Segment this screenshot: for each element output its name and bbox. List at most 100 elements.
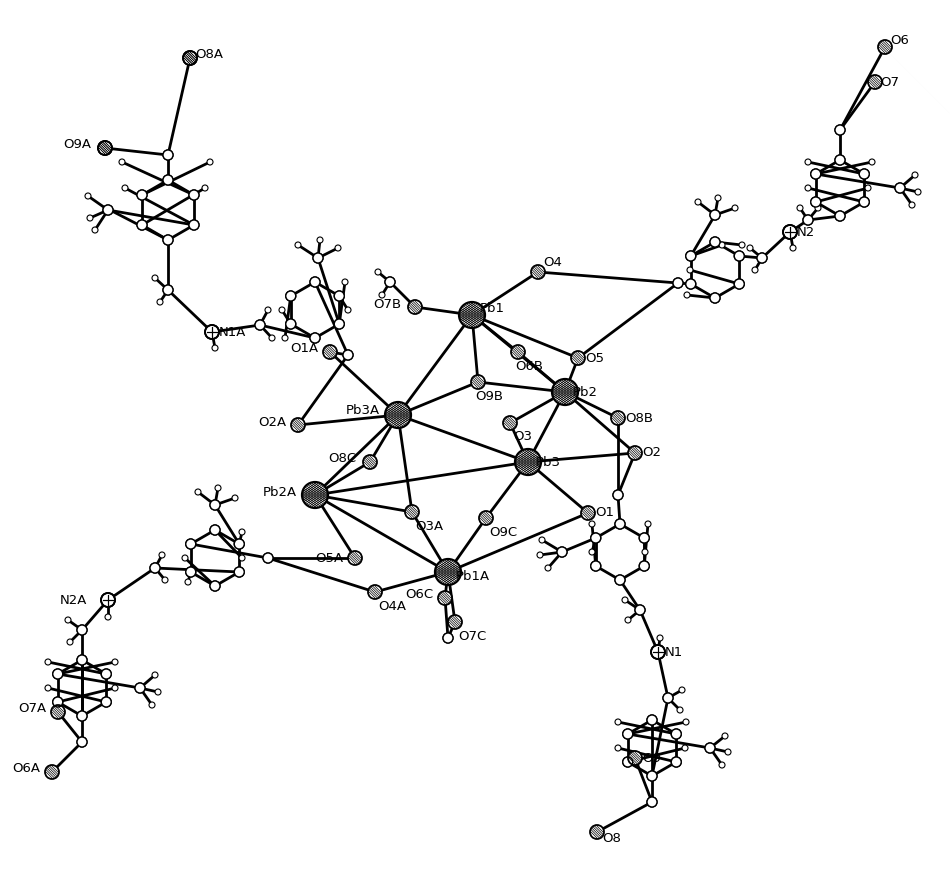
Circle shape xyxy=(805,185,811,191)
Circle shape xyxy=(163,235,173,245)
Circle shape xyxy=(545,565,551,571)
Circle shape xyxy=(859,169,869,179)
Circle shape xyxy=(443,633,453,643)
Circle shape xyxy=(623,729,633,739)
Circle shape xyxy=(615,575,625,585)
Circle shape xyxy=(163,150,173,160)
Circle shape xyxy=(77,625,87,635)
Circle shape xyxy=(163,285,173,295)
Circle shape xyxy=(672,757,681,767)
Circle shape xyxy=(77,711,87,721)
Circle shape xyxy=(835,125,845,135)
Circle shape xyxy=(310,277,320,287)
Circle shape xyxy=(739,242,745,248)
Circle shape xyxy=(647,797,657,807)
Circle shape xyxy=(810,197,821,207)
Text: O3A: O3A xyxy=(415,520,443,532)
Circle shape xyxy=(639,533,649,543)
Circle shape xyxy=(162,577,168,583)
Circle shape xyxy=(77,655,87,665)
Circle shape xyxy=(77,737,87,747)
Circle shape xyxy=(163,175,173,185)
Circle shape xyxy=(295,242,301,248)
Text: O6A: O6A xyxy=(12,763,40,775)
Circle shape xyxy=(683,719,689,725)
Circle shape xyxy=(613,490,623,500)
Circle shape xyxy=(591,533,600,543)
Circle shape xyxy=(408,300,422,314)
Circle shape xyxy=(98,141,112,155)
Circle shape xyxy=(912,172,918,178)
Text: O4A: O4A xyxy=(378,600,406,612)
Circle shape xyxy=(205,325,219,339)
Circle shape xyxy=(868,75,882,89)
Text: O8A: O8A xyxy=(195,47,223,61)
Circle shape xyxy=(379,292,385,298)
Circle shape xyxy=(757,253,767,263)
Circle shape xyxy=(734,279,744,289)
Circle shape xyxy=(915,189,921,195)
Circle shape xyxy=(443,633,453,643)
Circle shape xyxy=(150,563,160,573)
Circle shape xyxy=(710,237,720,247)
Circle shape xyxy=(591,561,600,571)
Circle shape xyxy=(710,210,720,220)
Circle shape xyxy=(210,581,220,591)
Circle shape xyxy=(85,193,91,199)
Circle shape xyxy=(137,220,147,230)
Circle shape xyxy=(102,669,111,679)
Circle shape xyxy=(835,125,845,135)
Circle shape xyxy=(45,685,51,691)
Circle shape xyxy=(625,617,631,623)
Circle shape xyxy=(239,555,245,561)
Circle shape xyxy=(591,561,600,571)
Circle shape xyxy=(334,291,344,301)
Circle shape xyxy=(878,40,892,54)
Circle shape xyxy=(186,567,196,577)
Circle shape xyxy=(672,729,681,739)
Circle shape xyxy=(87,215,93,221)
Circle shape xyxy=(163,235,173,245)
Circle shape xyxy=(647,771,657,781)
Circle shape xyxy=(205,325,219,339)
Circle shape xyxy=(479,511,493,525)
Circle shape xyxy=(152,275,158,281)
Circle shape xyxy=(715,195,721,201)
Circle shape xyxy=(137,190,147,200)
Circle shape xyxy=(752,267,758,273)
Text: O9: O9 xyxy=(642,751,661,765)
Text: N1: N1 xyxy=(665,645,683,659)
Circle shape xyxy=(282,335,288,341)
Circle shape xyxy=(263,553,273,563)
Circle shape xyxy=(323,345,337,359)
Circle shape xyxy=(657,635,663,641)
Circle shape xyxy=(651,645,665,659)
Circle shape xyxy=(135,683,145,693)
Circle shape xyxy=(385,402,411,428)
Circle shape xyxy=(684,292,690,298)
Circle shape xyxy=(865,185,871,191)
Circle shape xyxy=(137,220,147,230)
Circle shape xyxy=(615,719,621,725)
Circle shape xyxy=(639,533,649,543)
Circle shape xyxy=(589,549,595,555)
Circle shape xyxy=(647,797,657,807)
Circle shape xyxy=(92,227,98,233)
Circle shape xyxy=(783,225,797,239)
Circle shape xyxy=(515,449,541,475)
Text: Pb1: Pb1 xyxy=(480,303,505,315)
Circle shape xyxy=(719,242,725,248)
Circle shape xyxy=(615,575,625,585)
Text: O1A: O1A xyxy=(290,343,318,355)
Text: O2: O2 xyxy=(642,447,661,459)
Circle shape xyxy=(639,561,649,571)
Text: O9C: O9C xyxy=(489,525,517,538)
Circle shape xyxy=(725,749,731,755)
Text: N2: N2 xyxy=(797,225,815,239)
Text: O7C: O7C xyxy=(458,629,486,643)
Circle shape xyxy=(639,561,649,571)
Circle shape xyxy=(368,585,382,599)
Text: O7A: O7A xyxy=(18,702,47,716)
Circle shape xyxy=(186,567,196,577)
Circle shape xyxy=(459,302,485,328)
